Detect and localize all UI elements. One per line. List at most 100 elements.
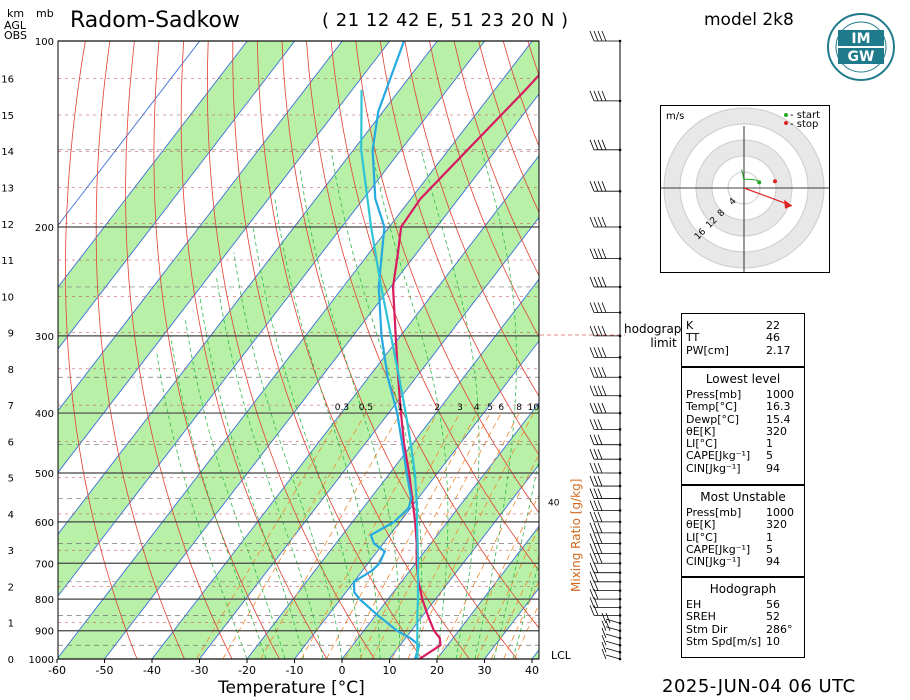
lowest-level-key: LI[°C] xyxy=(686,437,718,451)
most-unstable-row: CIN[Jkg⁻¹] 94 xyxy=(682,555,804,569)
wind-barb-feather xyxy=(589,522,595,534)
wind-barb-feather xyxy=(601,385,607,396)
lowest-level-key: Temp[°C] xyxy=(686,400,738,414)
wind-barb xyxy=(589,543,620,554)
wind-barb-feather xyxy=(589,181,595,192)
indices-panel: K 22 TT 46 PW[cm] 2.17 xyxy=(681,313,805,367)
pressure-tick-label: 600 xyxy=(35,518,54,529)
isotherm-line xyxy=(58,41,391,474)
x-tick-label: 10 xyxy=(383,664,397,677)
wind-barb-feather xyxy=(605,620,611,631)
wind-barb-feather xyxy=(593,580,599,591)
most-unstable-value: 94 xyxy=(766,555,780,569)
km-tick-label: 16 xyxy=(1,75,14,86)
start-marker-legend xyxy=(784,113,788,117)
wind-barb-feather xyxy=(589,449,595,460)
lowest-level-key: CIN[Jkg⁻¹] xyxy=(686,461,741,475)
stop-legend: - stop xyxy=(790,119,818,130)
lowest-level-value: 94 xyxy=(766,461,780,475)
wind-barb-feather xyxy=(597,543,603,554)
x-tick-label: 40 xyxy=(525,664,539,677)
lowest-level-row: CAPE[Jkg⁻¹] 5 xyxy=(682,449,804,463)
pressure-tick-label: 1000 xyxy=(29,655,54,666)
logo-text-im: IM xyxy=(851,31,870,47)
wind-barb xyxy=(601,648,621,660)
hodograph-units: m/s xyxy=(666,111,684,122)
lowest-level-value: 320 xyxy=(766,424,787,438)
wind-barb-feather xyxy=(589,543,595,554)
wind-barb-feather xyxy=(601,139,607,150)
moist-adiabat xyxy=(371,149,449,659)
wind-barb-feather xyxy=(597,347,603,358)
index-key: PW[cm] xyxy=(686,343,729,357)
wind-barb-feather xyxy=(601,347,607,358)
wind-barb xyxy=(589,475,620,487)
wind-barb xyxy=(589,449,620,460)
wind-barb-feather xyxy=(601,248,607,259)
index-row: TT 46 xyxy=(682,331,804,344)
logo-text-gw: GW xyxy=(848,49,875,65)
wind-barb-feather xyxy=(593,475,599,487)
wind-barb-feather xyxy=(597,216,603,228)
stop-marker-legend xyxy=(784,121,788,125)
isotherm-line xyxy=(58,41,248,288)
lowest-level-row: θE[K] 320 xyxy=(682,424,804,438)
lowest-level-value: 5 xyxy=(766,449,773,463)
wind-barb-feather xyxy=(593,462,599,474)
wind-barb-feather xyxy=(593,325,599,337)
km-tick-label: 9 xyxy=(8,329,14,340)
pressure-tick-label: 100 xyxy=(35,37,54,48)
hodograph-panel: 4 8 12 16 m/s - start - stop xyxy=(660,105,830,273)
wind-barb-feather xyxy=(589,216,595,228)
hodograph-limit-line1: hodograph xyxy=(624,322,690,336)
wind-barb-feather xyxy=(597,553,603,564)
wind-barb xyxy=(601,620,621,632)
km-tick-label: 5 xyxy=(8,474,14,485)
wind-barb xyxy=(589,488,620,499)
wind-barb-feather xyxy=(593,511,599,523)
x-tick-label: -30 xyxy=(191,664,209,677)
x-tick-label: -60 xyxy=(48,664,66,677)
mixing-ratio-tick-label: 40 xyxy=(548,498,560,508)
km-tick-label: 12 xyxy=(1,220,14,231)
wind-barb-feather xyxy=(597,276,603,288)
km-tick-label: 14 xyxy=(1,147,14,158)
moist-adiabat xyxy=(493,457,539,659)
wind-barb-feather xyxy=(593,181,599,192)
x-axis-title: Temperature [°C] xyxy=(218,678,365,698)
hodograph-start-marker xyxy=(757,180,762,185)
hodograph-stat-key: SREH xyxy=(686,610,716,624)
wind-barb xyxy=(589,562,620,574)
x-tick-label: 0 xyxy=(339,664,346,677)
lowest-level-row: Press[mb] 1000 xyxy=(682,388,804,401)
hodograph-stat-row: SREH 52 xyxy=(682,610,804,624)
isotherm-line xyxy=(58,41,296,350)
most-unstable-key: CAPE[Jkg⁻¹] xyxy=(686,542,751,556)
wind-barb-feather xyxy=(593,302,599,313)
x-tick-label: 20 xyxy=(430,664,444,677)
lowest-level-row: LI[°C] 1 xyxy=(682,437,804,451)
wind-barb-feather xyxy=(593,367,599,378)
hodograph-trace xyxy=(741,169,760,183)
wind-barb-feather xyxy=(589,533,595,544)
km-tick-label: 8 xyxy=(8,365,14,376)
lcl-label: LCL xyxy=(551,649,572,662)
wind-barb-feather xyxy=(597,500,603,511)
wind-barb-feather xyxy=(589,402,595,414)
wind-barb-staff xyxy=(605,640,621,646)
hodograph-stat-title: Hodograph xyxy=(709,582,777,596)
wind-barb-feather xyxy=(593,522,599,534)
moist-adiabat xyxy=(233,252,343,659)
hodograph-stats-panel: Hodograph EH 56 SREH 52 Stm Dir 286° Stm Spd[m/… xyxy=(681,577,805,658)
wind-barb xyxy=(601,613,621,624)
wind-barb xyxy=(589,216,620,228)
wind-barb xyxy=(589,90,620,102)
wind-barb-feather xyxy=(589,139,595,150)
wind-barb-feather xyxy=(593,449,599,460)
lowest-level-value: 16.3 xyxy=(766,400,791,414)
most-unstable-value: 1 xyxy=(766,530,773,544)
wind-barb-feather xyxy=(601,367,607,378)
mixing-ratio-tick-label: 6 xyxy=(498,403,504,413)
wind-barb xyxy=(589,553,620,564)
pressure-tick-label: 300 xyxy=(35,332,54,343)
